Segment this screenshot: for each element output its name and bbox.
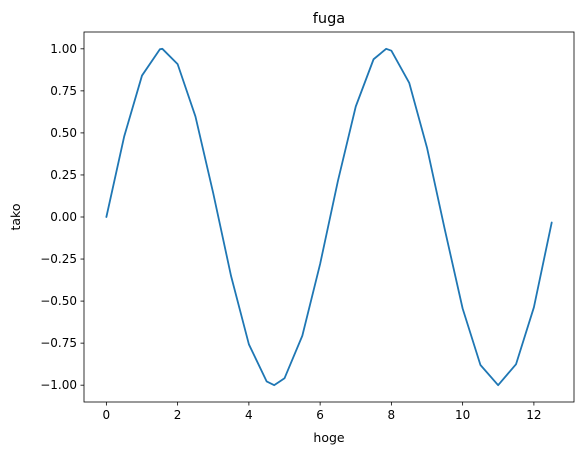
y-tick-label: −0.25 [40, 252, 77, 266]
y-tick-label: −0.75 [40, 336, 77, 350]
x-tick-label: 6 [316, 408, 324, 422]
y-axis-label: tako [8, 203, 23, 230]
y-tick-label: 0.75 [50, 84, 77, 98]
y-tick-label: 0.00 [50, 210, 77, 224]
chart-title: fuga [313, 11, 345, 27]
y-tick-label: −0.50 [40, 294, 77, 308]
x-axis-label: hoge [313, 430, 345, 445]
x-tick-label: 2 [174, 408, 182, 422]
x-tick-label: 4 [245, 408, 253, 422]
x-tick-label: 10 [455, 408, 470, 422]
x-tick-label: 0 [103, 408, 111, 422]
x-axis-ticks: 0 2 4 6 8 10 12 [103, 402, 542, 422]
y-tick-label: −1.00 [40, 378, 77, 392]
x-tick-label: 12 [526, 408, 541, 422]
y-tick-label: 0.25 [50, 168, 77, 182]
y-axis-ticks: −1.00 −0.75 −0.50 −0.25 0.00 0.25 0.50 0.75 1.00 [40, 42, 84, 392]
y-tick-label: 0.50 [50, 126, 77, 140]
x-tick-label: 8 [388, 408, 396, 422]
plot-frame [83, 31, 575, 403]
series-line [105, 47, 553, 387]
plot-layer [105, 47, 553, 387]
y-tick-label: 1.00 [50, 42, 77, 56]
